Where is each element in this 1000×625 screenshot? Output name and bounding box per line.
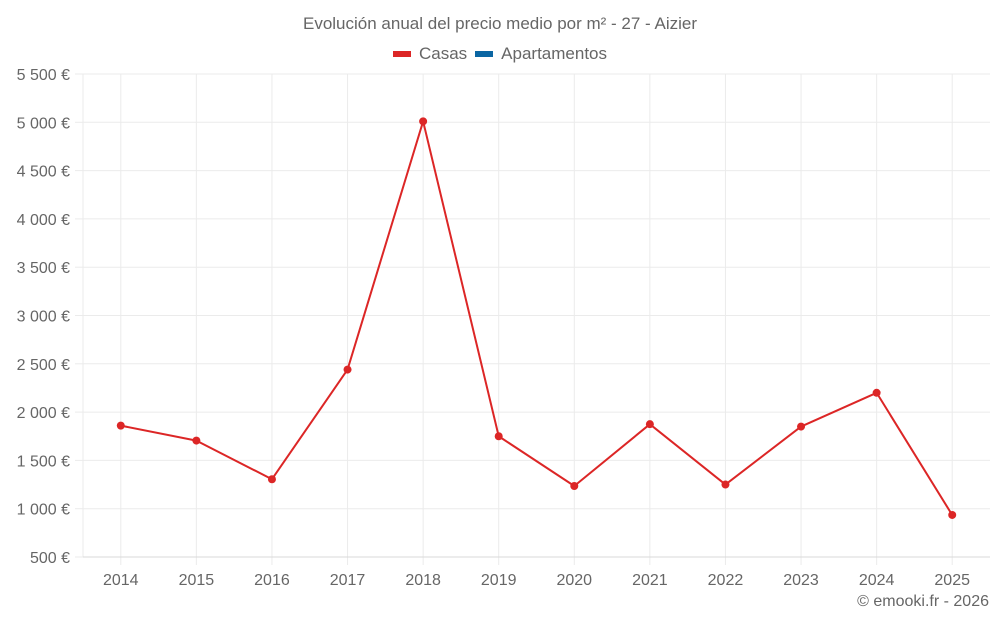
x-tick-label: 2017 [330, 572, 366, 589]
data-point[interactable] [192, 436, 201, 445]
x-tick-label: 2014 [103, 572, 139, 589]
y-axis: 500 € 1 000 € 1 500 € 2 000 € 2 500 € 3 000 €… [17, 67, 70, 567]
credit-text: © emooki.fr - 2026 [857, 593, 989, 610]
x-tick-label: 2019 [481, 572, 517, 589]
data-point[interactable] [948, 510, 957, 519]
data-point[interactable] [494, 432, 503, 441]
y-tick-label: 5 000 € [17, 115, 70, 132]
x-tick-label: 2020 [556, 572, 592, 589]
x-tick-label: 2018 [405, 572, 441, 589]
grid-lines [75, 73, 990, 565]
data-point[interactable] [267, 475, 276, 484]
data-point[interactable] [343, 365, 352, 374]
legend-item-apartamentos[interactable]: Apartamentos [475, 44, 607, 64]
y-tick-label: 2 500 € [17, 357, 70, 374]
legend-label-apartamentos: Apartamentos [501, 44, 608, 63]
y-tick-label: 5 500 € [17, 67, 70, 84]
y-tick-label: 4 000 € [17, 212, 70, 229]
x-tick-label: 2022 [708, 572, 744, 589]
chart-title: Evolución anual del precio medio por m² … [302, 14, 698, 33]
x-tick-label: 2024 [859, 572, 895, 589]
y-tick-label: 500 € [30, 550, 70, 567]
x-tick-label: 2015 [179, 572, 215, 589]
data-point[interactable] [419, 117, 428, 126]
data-point[interactable] [570, 481, 579, 490]
y-tick-label: 4 500 € [17, 164, 70, 181]
series-casas [116, 117, 957, 519]
legend-label-casas: Casas [418, 44, 468, 63]
data-point[interactable] [645, 420, 654, 429]
x-tick-label: 2023 [783, 572, 819, 589]
y-tick-label: 1 500 € [17, 453, 70, 470]
y-tick-label: 3 000 € [17, 309, 70, 326]
data-point[interactable] [797, 422, 806, 431]
data-point[interactable] [721, 480, 730, 489]
x-tick-label: 2021 [632, 572, 668, 589]
legend: Casas Apartamentos [0, 44, 1000, 64]
apartamentos-swatch-icon [475, 51, 494, 57]
casas-swatch-icon [392, 51, 411, 57]
data-point[interactable] [116, 421, 125, 430]
legend-item-casas[interactable]: Casas [392, 44, 468, 64]
x-tick-label: 2025 [934, 572, 970, 589]
y-tick-label: 2 000 € [17, 405, 70, 422]
y-tick-label: 1 000 € [17, 502, 70, 519]
y-tick-label: 3 500 € [17, 260, 70, 277]
x-axis: 2014 2015 2016 2017 2018 2019 2020 2021 2022 2023… [103, 572, 970, 589]
data-point[interactable] [872, 388, 881, 397]
x-tick-label: 2016 [254, 572, 290, 589]
